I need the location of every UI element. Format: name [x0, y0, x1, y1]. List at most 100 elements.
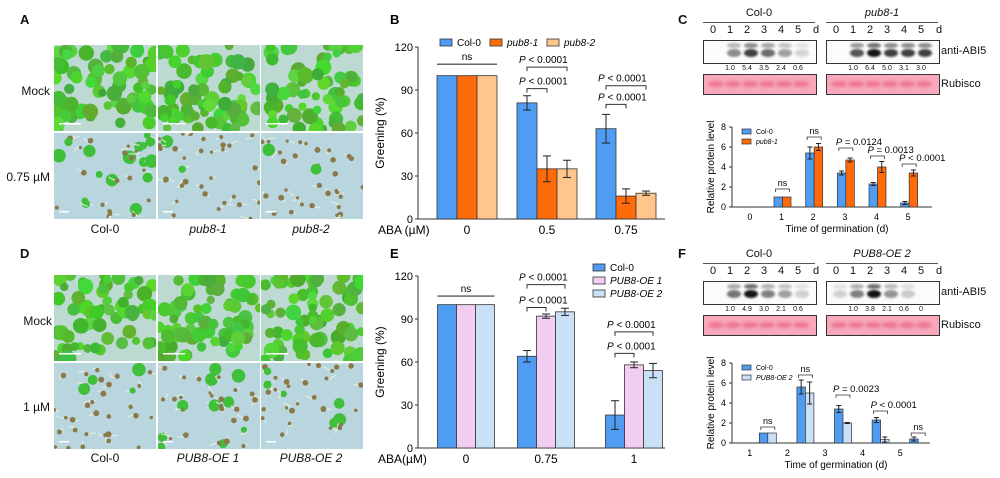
aba-seedling-photo — [158, 363, 260, 449]
x-tick-label: 0 — [463, 452, 470, 466]
protein-band — [761, 49, 775, 57]
band-quantification: 0 — [919, 306, 923, 313]
lane-label: 2 — [743, 24, 751, 36]
rubisco-band — [916, 322, 932, 328]
significance-label: ns — [913, 422, 923, 432]
lane-label: 1 — [849, 24, 857, 36]
significance-bracket — [526, 284, 566, 289]
significance-label: P = 0.0124 — [836, 137, 882, 148]
protein-band — [884, 43, 898, 48]
rubisco-band — [865, 81, 881, 87]
significance-label: P = 0.0023 — [833, 384, 879, 395]
bar — [475, 304, 495, 449]
rubisco-band — [899, 81, 915, 87]
protein-band — [850, 290, 864, 298]
legend-swatch — [741, 364, 752, 371]
abi5-blot — [703, 281, 817, 305]
x-axis-label: ABA(µM) — [378, 452, 427, 466]
significance-label: P < 0.0001 — [519, 55, 568, 66]
lane-label: 4 — [777, 265, 785, 277]
group-underline — [703, 22, 815, 23]
lane-label: 0 — [709, 265, 717, 277]
legend-swatch — [592, 289, 606, 298]
rubisco-band — [899, 322, 915, 328]
significance-label: P < 0.0001 — [871, 400, 917, 411]
bar — [767, 432, 777, 444]
x-tick-label: 0 — [464, 223, 471, 237]
band-quantification: 3.0 — [916, 65, 926, 72]
protein-band — [901, 49, 915, 57]
protein-band — [744, 290, 758, 298]
protein-band — [795, 43, 809, 48]
rubisco-band — [725, 81, 741, 87]
y-axis-label: Greening (%) — [373, 326, 387, 397]
protein-band — [833, 284, 847, 289]
y-tick-label: 6 — [721, 378, 726, 388]
significance-label: ns — [763, 416, 773, 426]
protein-band — [918, 49, 932, 57]
legend-swatch — [489, 38, 503, 47]
lane-label: 5 — [794, 265, 802, 277]
y-tick-label: 0 — [407, 443, 413, 455]
bar — [773, 196, 783, 208]
band-quantification: 3.5 — [759, 65, 769, 72]
lane-label: 5 — [917, 24, 925, 36]
protein-band — [727, 49, 741, 57]
legend-swatch — [592, 276, 606, 285]
y-tick-label: 0 — [721, 438, 726, 448]
aba-seedling-photo — [158, 133, 260, 219]
mock-seedling-photo — [54, 275, 156, 361]
rubisco-band — [848, 322, 864, 328]
protein-band — [884, 284, 898, 289]
bar — [624, 364, 644, 449]
panel-letter-f: F — [678, 246, 686, 261]
legend-label: pub8-1 — [506, 38, 538, 49]
legend-label: pub8-2 — [563, 38, 596, 49]
blot-group-label: Col-0 — [745, 7, 773, 19]
protein-band — [918, 43, 932, 48]
bar — [517, 355, 537, 449]
row-label-aba: 1 µM — [23, 400, 50, 414]
legend-swatch — [741, 138, 752, 145]
abi5-blot — [826, 281, 940, 305]
legend-label: Col-0 — [457, 38, 481, 49]
rubisco-blot — [826, 74, 940, 95]
protein-band — [901, 284, 915, 289]
bar — [437, 304, 457, 449]
x-tick-label: 0.75 — [614, 223, 638, 237]
x-tick-label: 2 — [811, 212, 816, 222]
legend-swatch — [592, 263, 606, 272]
lane-unit: d — [812, 24, 820, 36]
legend-label: PUB8-OE 2 — [756, 375, 793, 382]
band-quantification: 0.6 — [899, 306, 909, 313]
y-tick-label: 60 — [401, 357, 413, 369]
legend-label: PUB8-OE 2 — [610, 289, 663, 300]
x-tick-label: 5 — [898, 448, 903, 458]
panel-letter-c: C — [678, 12, 688, 27]
protein-band — [744, 43, 758, 48]
mock-seedling-photo — [261, 275, 363, 361]
abi5-blot — [703, 40, 817, 64]
band-quantification: 2.4 — [776, 65, 786, 72]
rubisco-band — [848, 81, 864, 87]
band-quantification: 4.9 — [742, 306, 752, 313]
lane-label: 3 — [760, 265, 768, 277]
x-tick-label: 4 — [860, 448, 865, 458]
rubisco-band — [793, 322, 809, 328]
band-quantification: 0.6 — [793, 306, 803, 313]
protein-band — [727, 43, 741, 48]
band-quantification: 3.8 — [865, 306, 875, 313]
protein-band — [884, 49, 898, 57]
protein-band — [867, 49, 881, 57]
lane-label: 0 — [832, 24, 840, 36]
band-quantification: 1.0 — [725, 65, 735, 72]
band-quantification: 1.0 — [725, 306, 735, 313]
significance-bracket — [873, 410, 888, 414]
antibody-label: anti-ABI5 — [941, 286, 987, 298]
rubisco-band — [776, 322, 792, 328]
x-tick-label: 4 — [874, 212, 879, 222]
significance-label: P < 0.0001 — [899, 153, 945, 164]
col-label-col0: Col-0 — [90, 222, 120, 236]
significance-bracket — [526, 307, 547, 312]
